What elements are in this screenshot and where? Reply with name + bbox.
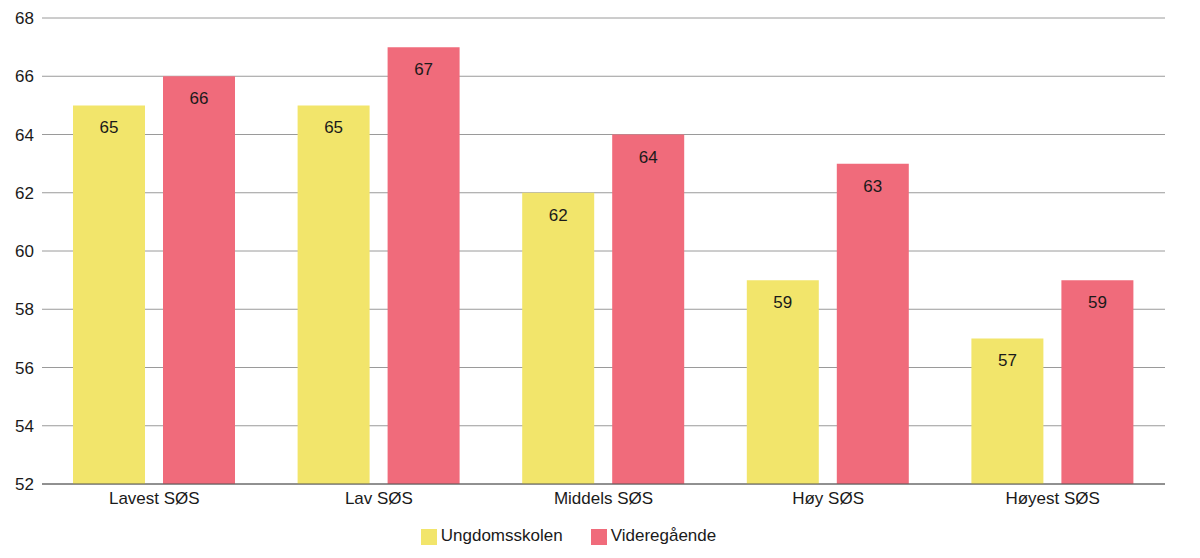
svg-text:59: 59 xyxy=(773,293,792,312)
svg-text:Lav SØS: Lav SØS xyxy=(345,489,413,508)
svg-text:52: 52 xyxy=(15,475,34,494)
svg-text:62: 62 xyxy=(549,206,568,225)
svg-text:67: 67 xyxy=(414,60,433,79)
svg-text:Lavest SØS: Lavest SØS xyxy=(109,489,200,508)
svg-text:56: 56 xyxy=(15,359,34,378)
svg-text:64: 64 xyxy=(639,148,658,167)
svg-text:65: 65 xyxy=(100,118,119,137)
svg-text:63: 63 xyxy=(863,177,882,196)
svg-text:54: 54 xyxy=(15,417,34,436)
svg-text:62: 62 xyxy=(15,184,34,203)
svg-text:65: 65 xyxy=(324,118,343,137)
svg-text:66: 66 xyxy=(15,67,34,86)
svg-text:Høy SØS: Høy SØS xyxy=(792,489,864,508)
svg-text:68: 68 xyxy=(15,9,34,28)
svg-text:58: 58 xyxy=(15,300,34,319)
svg-text:Høyest SØS: Høyest SØS xyxy=(1005,489,1099,508)
html-text:Videregående: Videregående xyxy=(610,526,717,545)
svg-text:57: 57 xyxy=(998,351,1017,370)
svg-text:Middels SØS: Middels SØS xyxy=(554,489,653,508)
svg-text:64: 64 xyxy=(15,126,34,145)
svg-text:59: 59 xyxy=(1088,293,1107,312)
svg-text:60: 60 xyxy=(15,242,34,261)
html-text:Ungdomsskolen: Ungdomsskolen xyxy=(440,526,563,545)
svg-text:66: 66 xyxy=(190,89,209,108)
